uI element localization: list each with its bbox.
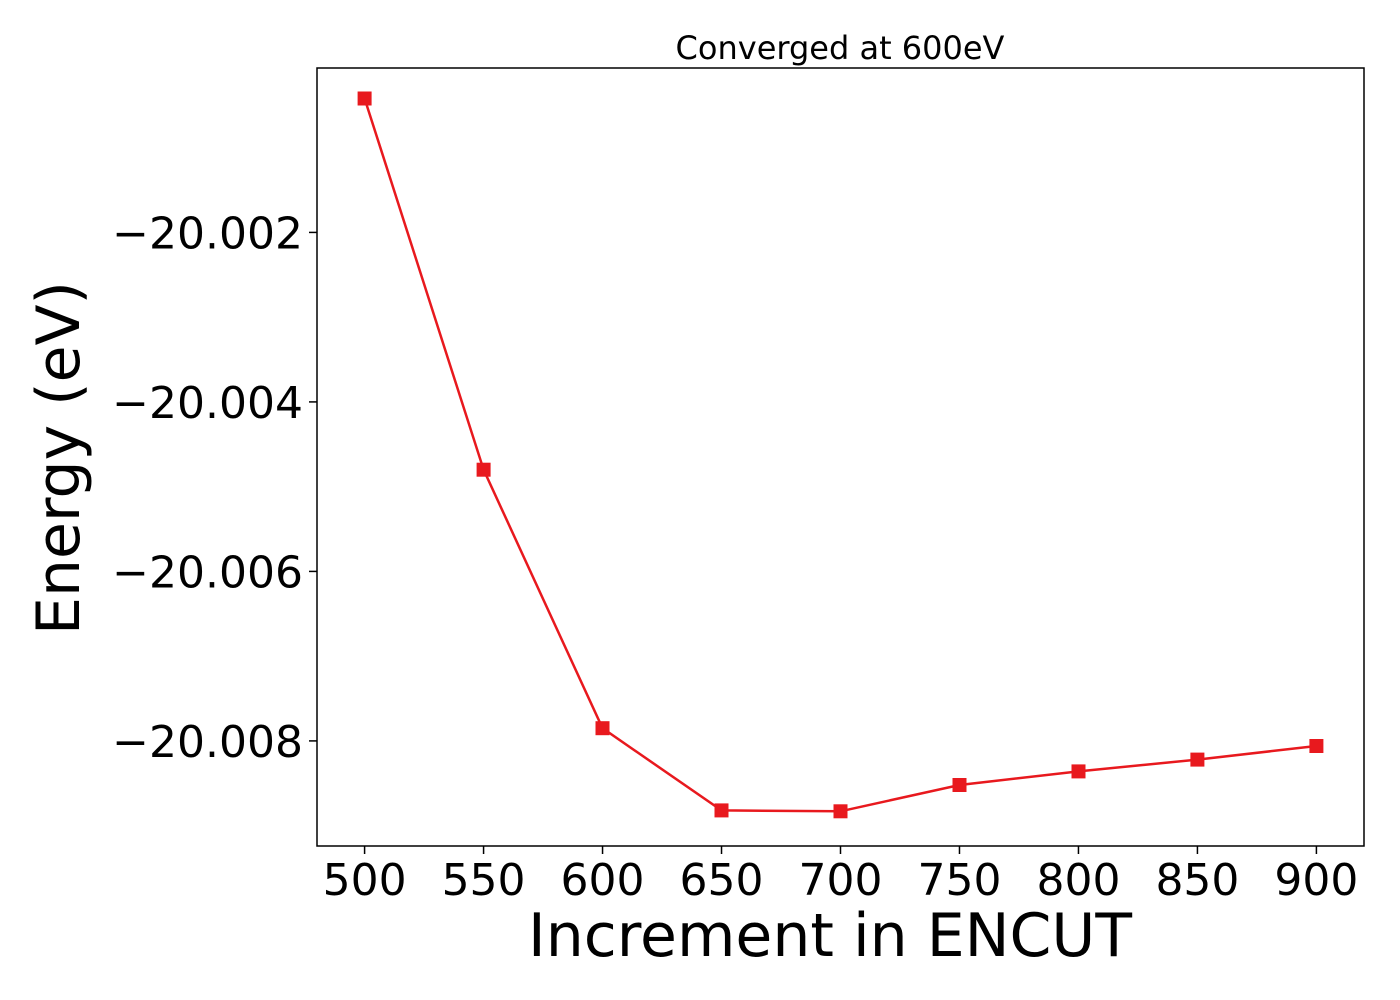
y-tick-label: −20.006	[112, 547, 303, 598]
x-tick-label: 750	[917, 855, 1001, 906]
plot-area	[357, 91, 1324, 819]
chart-title: Converged at 600eV	[676, 29, 1005, 67]
x-axis: 500 550 600 650 700 750 800 850 900	[323, 846, 1358, 906]
y-axis-label: Energy (eV)	[24, 281, 94, 635]
x-axis-label: Increment in ENCUT	[528, 901, 1132, 971]
y-tick-label: −20.008	[112, 717, 303, 768]
x-tick-label: 600	[561, 855, 645, 906]
x-tick-label: 500	[323, 855, 407, 906]
data-point-900	[1309, 739, 1324, 753]
series-line	[363, 98, 1317, 813]
data-point-550	[476, 462, 491, 477]
data-point-800	[1071, 764, 1086, 779]
data-point-700	[833, 804, 848, 819]
x-tick-label: 800	[1036, 855, 1120, 906]
y-tick-label: −20.004	[112, 378, 303, 429]
data-point-750	[952, 778, 967, 792]
data-point-650	[714, 803, 729, 818]
x-tick-label: 700	[799, 855, 883, 906]
y-axis: −20.002 −20.004 −20.006 −20.008	[112, 208, 317, 768]
x-tick-label: 650	[680, 855, 764, 906]
data-point-500	[357, 91, 372, 106]
y-tick-label: −20.002	[112, 208, 303, 259]
x-tick-label: 550	[442, 855, 526, 906]
data-point-600	[595, 721, 610, 736]
plot-frame	[316, 67, 1365, 847]
x-tick-label: 900	[1274, 855, 1358, 906]
x-tick-label: 850	[1155, 855, 1239, 906]
data-point-850	[1190, 752, 1205, 767]
